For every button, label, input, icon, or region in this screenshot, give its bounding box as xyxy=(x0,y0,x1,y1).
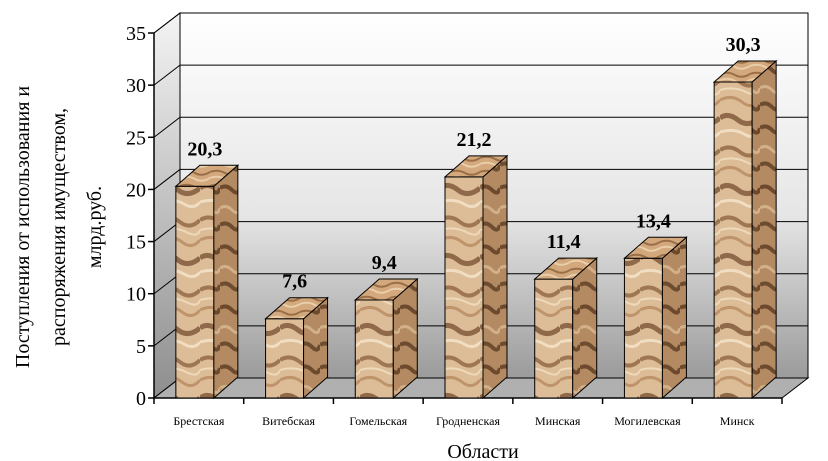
data-label: 20,3 xyxy=(187,138,222,160)
bar xyxy=(533,257,599,400)
y-tick-label: 5 xyxy=(136,336,146,358)
gridline xyxy=(153,116,808,138)
bar-front xyxy=(175,185,215,399)
y-axis-title: Поступления от использования и распоряже… xyxy=(12,86,106,369)
bar-side xyxy=(482,154,508,400)
y-tick-labels: 0 5 10 15 20 25 30 35 xyxy=(126,23,146,410)
y-axis-title-line-3: млрд.руб. xyxy=(84,186,106,268)
category-label: Минск xyxy=(720,414,755,428)
data-label: 13,4 xyxy=(636,210,671,232)
bar xyxy=(623,236,688,400)
data-label: 30,3 xyxy=(726,34,761,56)
bar-front xyxy=(354,299,394,399)
data-label: 9,4 xyxy=(372,252,397,274)
bar-side xyxy=(572,257,598,400)
bar-top xyxy=(712,60,778,83)
y-tick-label: 25 xyxy=(126,127,146,149)
bar xyxy=(443,154,509,400)
data-labels: 20,3 7,6 9,4 21,2 11,4 13,4 30,3 xyxy=(187,34,760,293)
bar-top xyxy=(174,164,240,187)
category-label: Гродненская xyxy=(436,414,500,428)
category-label: Могилевская xyxy=(614,414,681,428)
bar xyxy=(712,59,778,400)
y-tick-label: 30 xyxy=(126,75,146,97)
bars xyxy=(174,59,778,400)
gridline xyxy=(153,12,808,34)
bar-top xyxy=(623,236,688,259)
bar-side xyxy=(751,59,777,400)
category-label: Минская xyxy=(535,414,581,428)
bar-side xyxy=(213,164,239,400)
y-tick-label: 10 xyxy=(126,284,146,306)
y-tick-label: 20 xyxy=(126,179,146,201)
category-label: Витебская xyxy=(262,414,315,428)
bar-front xyxy=(444,176,484,399)
bar-top xyxy=(264,297,329,320)
bar-front xyxy=(713,81,753,399)
bar-top xyxy=(443,155,509,178)
y-tick-label: 0 xyxy=(136,388,146,410)
data-label: 21,2 xyxy=(457,129,492,151)
category-labels: Брестская Витебская Гомельская Гродненская М… xyxy=(173,414,754,428)
category-label: Брестская xyxy=(173,414,225,428)
bar-front xyxy=(534,278,574,399)
bar-side xyxy=(661,236,687,400)
bar xyxy=(264,296,329,400)
bar-top xyxy=(353,278,419,301)
category-label: Гомельская xyxy=(349,414,407,428)
bar xyxy=(353,277,419,400)
y-tick-label: 15 xyxy=(126,232,146,254)
bar-front xyxy=(623,257,663,399)
x-axis-title: Области xyxy=(447,441,519,461)
data-label: 11,4 xyxy=(547,231,581,253)
bar xyxy=(174,164,240,400)
y-axis-title-line-2: распоряжения имуществом, xyxy=(48,108,70,346)
gridline xyxy=(153,168,808,190)
bar-top xyxy=(533,257,599,280)
gridline xyxy=(153,64,808,86)
y-tick-label: 35 xyxy=(126,23,146,45)
bar-front xyxy=(265,318,305,399)
data-label: 7,6 xyxy=(282,271,307,293)
y-axis-title-line-1: Поступления от использования и xyxy=(12,86,34,369)
